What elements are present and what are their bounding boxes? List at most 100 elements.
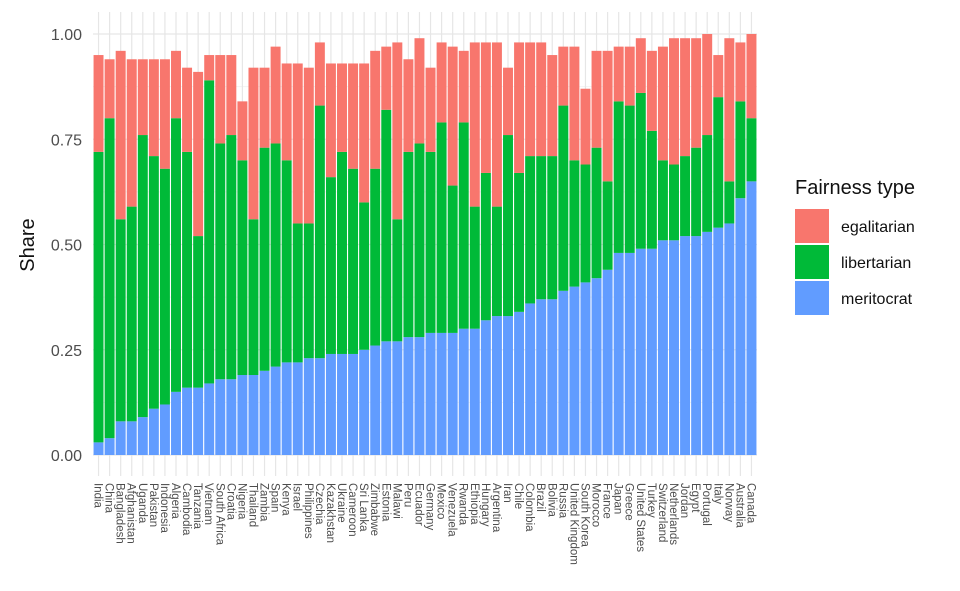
bar-libertarian xyxy=(580,164,591,283)
bar-libertarian xyxy=(193,236,204,388)
bar-egalitarian xyxy=(193,71,204,237)
bar-libertarian xyxy=(447,185,458,333)
x-tick-label: Egypt xyxy=(689,483,701,513)
bar-meritocrat xyxy=(525,303,536,455)
bar-meritocrat xyxy=(348,353,359,455)
bar-libertarian xyxy=(602,181,613,270)
bar-meritocrat xyxy=(337,353,347,455)
bar-libertarian xyxy=(469,206,480,329)
bar-egalitarian xyxy=(292,63,303,224)
x-axis: India China Bangladesh Afghanistan Uganda Pak… xyxy=(92,483,757,565)
bar-meritocrat xyxy=(259,370,270,455)
x-tick-label: Australia xyxy=(733,483,745,528)
x-tick-label: Indonesia xyxy=(158,483,170,533)
bar-egalitarian xyxy=(337,63,347,152)
bar-egalitarian xyxy=(115,50,126,220)
bar-meritocrat xyxy=(680,236,691,455)
bar-libertarian xyxy=(458,122,469,329)
legend-key-meritocrat xyxy=(795,281,829,315)
bar-libertarian xyxy=(137,135,148,418)
bar-meritocrat xyxy=(613,252,624,455)
bar-meritocrat xyxy=(724,223,735,455)
bar-libertarian xyxy=(392,219,403,342)
grid xyxy=(93,12,757,476)
bar-libertarian xyxy=(281,160,292,363)
x-tick-label: Peru xyxy=(401,483,413,507)
x-tick-label: Switzerland xyxy=(656,483,668,542)
x-tick-label: Tanzania xyxy=(191,483,203,530)
bar-meritocrat xyxy=(281,362,292,455)
x-tick-label: Cambodia xyxy=(180,483,192,536)
bar-meritocrat xyxy=(591,278,602,455)
bar-meritocrat xyxy=(215,379,226,455)
bar-meritocrat xyxy=(370,345,381,455)
bar-egalitarian xyxy=(602,50,613,182)
bar-egalitarian xyxy=(392,42,403,220)
x-tick-label: Mexico xyxy=(435,483,447,519)
x-tick-label: Israel xyxy=(291,483,303,511)
bar-egalitarian xyxy=(381,46,392,110)
bar-egalitarian xyxy=(314,42,325,106)
bar-egalitarian xyxy=(248,67,259,220)
bar-libertarian xyxy=(425,151,436,333)
legend-label-egalitarian: egalitarian xyxy=(841,219,915,236)
bar-meritocrat xyxy=(669,240,679,455)
x-tick-label: Vietnam xyxy=(202,483,214,525)
x-tick-label: Kenya xyxy=(280,483,292,516)
bar-libertarian xyxy=(115,219,126,422)
bar-egalitarian xyxy=(691,38,702,148)
bar-libertarian xyxy=(624,105,635,253)
bar-egalitarian xyxy=(569,46,580,161)
bar-meritocrat xyxy=(292,362,303,455)
x-tick-label: Turkey xyxy=(645,483,657,518)
bar-libertarian xyxy=(303,223,314,359)
bar-egalitarian xyxy=(171,50,181,119)
bar-meritocrat xyxy=(425,332,436,455)
legend-key-egalitarian xyxy=(795,209,829,243)
bar-meritocrat xyxy=(403,337,414,455)
legend-title: Fairness type xyxy=(795,177,915,199)
x-tick-label: Sri Lanka xyxy=(357,483,369,532)
bar-egalitarian xyxy=(724,38,735,182)
bar-egalitarian xyxy=(104,59,115,119)
bar-egalitarian xyxy=(613,46,624,102)
bar-egalitarian xyxy=(635,38,646,93)
bar-libertarian xyxy=(148,156,159,409)
bar-meritocrat xyxy=(104,438,115,455)
bar-libertarian xyxy=(525,156,536,304)
bar-meritocrat xyxy=(248,375,259,455)
bar-libertarian xyxy=(558,105,569,291)
bar-egalitarian xyxy=(159,59,170,169)
bar-egalitarian xyxy=(425,67,436,152)
x-tick-label: Rwanda xyxy=(457,483,469,526)
bar-egalitarian xyxy=(669,38,679,165)
bar-egalitarian xyxy=(93,55,104,152)
bar-libertarian xyxy=(414,143,425,338)
bar-egalitarian xyxy=(536,42,547,157)
y-tick-label: 0.50 xyxy=(51,238,82,255)
bar-meritocrat xyxy=(480,320,491,455)
bar-egalitarian xyxy=(735,42,746,102)
bar-libertarian xyxy=(724,181,735,224)
x-tick-label: Germany xyxy=(424,483,436,531)
bar-meritocrat xyxy=(381,341,392,455)
bar-meritocrat xyxy=(414,337,425,455)
bar-meritocrat xyxy=(93,442,104,455)
x-tick-label: Afghanistan xyxy=(125,483,137,544)
bar-meritocrat xyxy=(359,349,370,455)
x-tick-label: Uganda xyxy=(136,483,148,524)
bar-meritocrat xyxy=(237,375,248,455)
bar-libertarian xyxy=(503,135,513,317)
bar-libertarian xyxy=(337,151,347,354)
bar-meritocrat xyxy=(580,282,591,455)
bar-egalitarian xyxy=(469,42,480,207)
bar-egalitarian xyxy=(680,38,691,157)
bar-libertarian xyxy=(569,160,580,287)
bar-libertarian xyxy=(735,101,746,199)
legend-key-libertarian xyxy=(795,245,829,279)
bar-libertarian xyxy=(348,168,359,354)
bar-meritocrat xyxy=(635,248,646,455)
bar-meritocrat xyxy=(314,358,325,455)
bar-meritocrat xyxy=(270,366,281,455)
